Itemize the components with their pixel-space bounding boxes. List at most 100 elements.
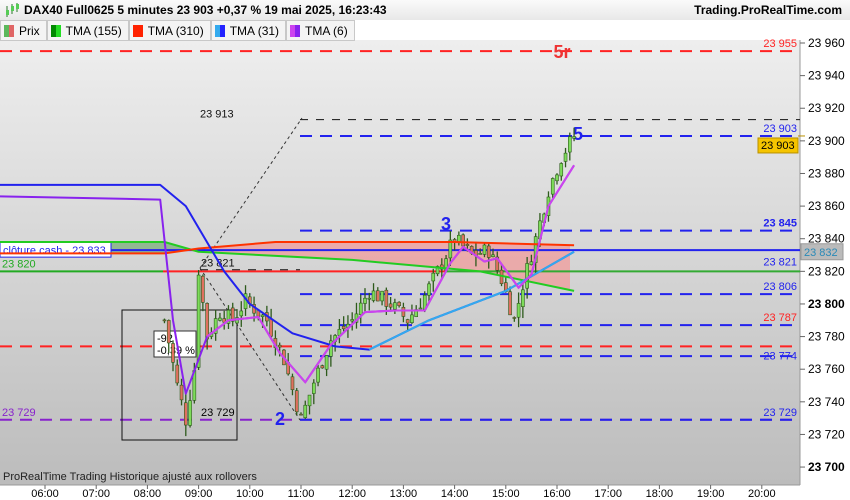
- y-tick-label: 23 720: [808, 427, 845, 441]
- candle-body: [303, 404, 308, 419]
- candle-body: [213, 318, 218, 334]
- candle-body: [435, 266, 440, 275]
- last-price-tag: 23 903: [761, 140, 795, 152]
- level-label: 23 774: [763, 350, 797, 362]
- trend-projection-line: [199, 267, 301, 421]
- x-tick-label: 14:00: [441, 488, 469, 500]
- candle-body: [201, 275, 205, 303]
- x-tick-label: 07:00: [82, 488, 110, 500]
- trend-projection-line: [199, 117, 303, 269]
- candle-body: [393, 302, 397, 310]
- level-label: 23 729: [2, 407, 36, 419]
- candle-body: [555, 174, 559, 182]
- level-label: 23 787: [763, 312, 797, 324]
- candle-body: [341, 326, 346, 330]
- legend-tma-155[interactable]: TMA (155): [46, 20, 129, 41]
- site-link[interactable]: Trading.ProRealTime.com: [694, 3, 842, 17]
- cash-price-tag: 23 832: [804, 247, 838, 259]
- candle-body: [572, 136, 576, 139]
- x-tick-label: 12:00: [338, 488, 366, 500]
- swatch-icon: [4, 24, 14, 37]
- candle-body: [230, 307, 235, 322]
- level-label: 23 845: [763, 218, 797, 230]
- wave-label: 2: [275, 409, 285, 429]
- candle-body: [184, 402, 188, 426]
- measure-box: [121, 309, 238, 441]
- y-tick-label: 23 920: [808, 101, 845, 115]
- legend-prix[interactable]: Prix: [0, 20, 47, 41]
- measure-low: 23 729: [201, 407, 235, 419]
- candle-body: [188, 400, 192, 426]
- candle-body: [525, 263, 529, 289]
- y-tick-label: 23 960: [808, 36, 845, 50]
- price-axis-background: [800, 40, 850, 485]
- x-tick-label: 16:00: [543, 488, 571, 500]
- tma-line-segment: [368, 250, 575, 351]
- indicator-legend: Prix TMA (155) TMA (310) TMA (31) TMA (6…: [0, 20, 355, 41]
- candles-icon: [6, 3, 19, 17]
- candle-body: [324, 355, 329, 370]
- legend-tma-310[interactable]: TMA (310): [128, 20, 211, 41]
- y-tick-label: 23 760: [808, 362, 845, 376]
- candle-body: [508, 291, 512, 316]
- candle-body: [290, 376, 295, 390]
- y-tick-label: 23 900: [808, 134, 845, 148]
- candle-body: [269, 318, 273, 337]
- measure-percent: -0,39 %: [157, 345, 195, 357]
- level-label: 23 913: [200, 109, 234, 121]
- candle-body: [294, 390, 299, 413]
- candle-body: [563, 152, 568, 162]
- x-tick-label: 09:00: [185, 488, 213, 500]
- candle-body: [491, 254, 495, 258]
- candle-body: [482, 244, 487, 255]
- swatch-icon: [50, 24, 61, 37]
- candle-body: [179, 384, 184, 401]
- x-tick-label: 20:00: [748, 488, 776, 500]
- y-tick-label: 23 800: [808, 297, 845, 311]
- wave-label: 5: [573, 124, 583, 144]
- candle-body: [371, 290, 376, 301]
- x-tick-label: 17:00: [594, 488, 622, 500]
- candle-body: [162, 319, 167, 322]
- level-label: 23 806: [763, 281, 797, 293]
- candle-body: [384, 289, 389, 307]
- legend-label: TMA (6): [305, 23, 348, 38]
- candle-body: [222, 318, 226, 323]
- candle-body: [418, 307, 423, 310]
- legend-tma-6[interactable]: TMA (6): [286, 20, 355, 41]
- candle-body: [495, 256, 500, 271]
- swatch-icon: [290, 24, 301, 37]
- candle-body: [512, 317, 517, 319]
- candle-body: [380, 290, 384, 302]
- candle-body: [375, 290, 380, 302]
- legend-tma-31[interactable]: TMA (31): [210, 20, 287, 41]
- candle-body: [567, 136, 572, 153]
- x-tick-label: 15:00: [492, 488, 520, 500]
- candle-body: [205, 303, 209, 340]
- level-label: 23 903: [763, 123, 797, 135]
- candle-body: [397, 301, 401, 306]
- level-label: 23 821: [763, 257, 797, 269]
- footer-note: ProRealTime Trading Historique ajusté au…: [3, 471, 257, 483]
- x-tick-label: 08:00: [134, 488, 162, 500]
- candle-body: [401, 307, 406, 317]
- candle-body: [226, 309, 231, 324]
- swatch-icon: [132, 24, 143, 37]
- candle-body: [311, 382, 316, 394]
- cash-price-tag-box: [800, 243, 844, 261]
- legend-label: Prix: [19, 23, 40, 38]
- candle-body: [218, 317, 222, 321]
- candle-body: [367, 297, 372, 300]
- legend-label: TMA (310): [147, 23, 204, 38]
- candle-body: [175, 364, 180, 384]
- candle-body: [388, 303, 393, 308]
- candle-body: [196, 274, 201, 368]
- y-tick-label: 23 940: [808, 69, 845, 83]
- x-tick-label: 06:00: [31, 488, 59, 500]
- candle-body: [461, 234, 465, 247]
- candle-body: [166, 320, 171, 344]
- candle-body: [316, 367, 320, 383]
- y-tick-label: 23 700: [808, 460, 845, 474]
- candle-body: [358, 302, 363, 315]
